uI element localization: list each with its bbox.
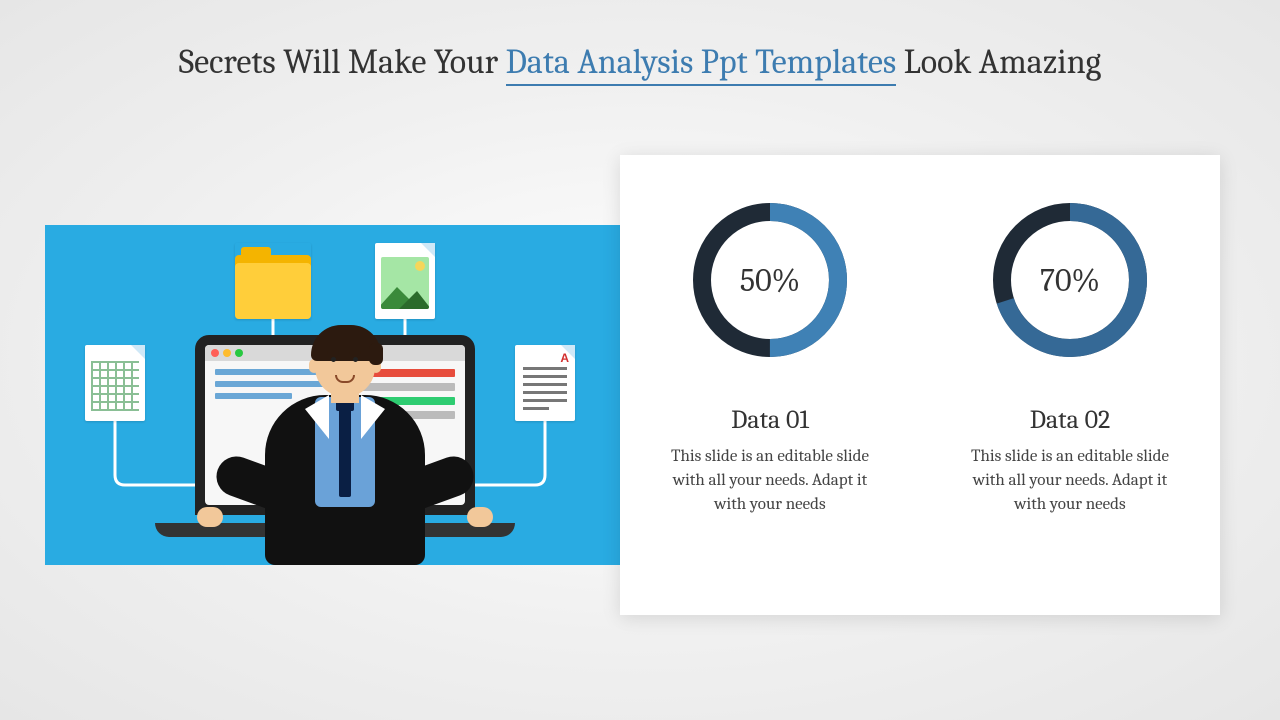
donut-1-label: 50% [685,195,855,365]
donut-2-label: 70% [985,195,1155,365]
title-suffix: Look Amazing [896,42,1101,82]
metric-1-heading: Data 01 [650,405,890,435]
metric-2-heading: Data 02 [950,405,1190,435]
illustration-panel: A [45,225,620,565]
donut-chart-1: 50% [685,195,855,365]
metrics-card: 50% Data 01 This slide is an editable sl… [620,155,1220,615]
text-document-icon: A [515,345,575,421]
metric-1: 50% Data 01 This slide is an editable sl… [650,195,890,516]
slide-title: Secrets Will Make Your Data Analysis Ppt… [0,42,1280,82]
metric-2: 70% Data 02 This slide is an editable sl… [950,195,1190,516]
metric-1-body: This slide is an editable slide with all… [650,445,890,516]
folder-icon [235,243,311,319]
spreadsheet-icon [85,345,145,421]
metric-2-body: This slide is an editable slide with all… [950,445,1190,516]
title-highlight: Data Analysis Ppt Templates [506,42,897,86]
businessman-illustration [245,325,445,565]
title-prefix: Secrets Will Make Your [179,42,506,82]
image-icon [375,243,435,319]
donut-chart-2: 70% [985,195,1155,365]
